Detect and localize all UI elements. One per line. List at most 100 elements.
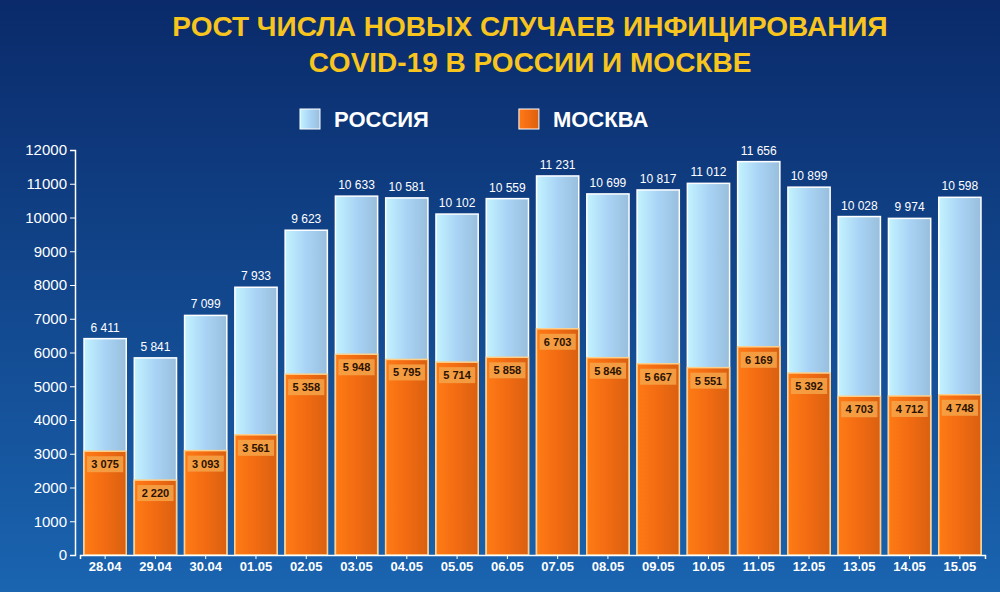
data-label: 3 075 xyxy=(91,458,119,470)
data-label: 10 598 xyxy=(942,179,979,193)
y-tick-mark xyxy=(70,555,75,556)
y-tick-label: 6000 xyxy=(34,344,67,361)
x-tick: 01.05 xyxy=(240,555,273,574)
bar xyxy=(838,396,880,555)
data-label: 11 012 xyxy=(691,165,727,179)
data-label: 5 358 xyxy=(292,381,320,393)
bar xyxy=(335,354,377,555)
bar xyxy=(738,162,780,555)
x-tick-label: 02.05 xyxy=(290,559,323,574)
chart: РОСТ ЧИСЛА НОВЫХ СЛУЧАЕВ ИНФИЦИРОВАНИЯCO… xyxy=(0,0,1000,592)
data-label-patch xyxy=(690,373,726,389)
data-label: 10 699 xyxy=(590,176,627,190)
y-tick: 12000 xyxy=(25,141,75,158)
data-label: 5 858 xyxy=(494,364,522,376)
x-tick-label: 15.05 xyxy=(944,559,977,574)
data-label: 11 231 xyxy=(540,158,576,172)
x-tick: 14.05 xyxy=(893,555,926,574)
y-tick-label: 0 xyxy=(59,546,67,563)
data-labels: 6 4115 8417 0997 9339 62310 63310 58110 … xyxy=(87,144,979,501)
bar xyxy=(838,217,880,555)
data-label: 4 703 xyxy=(846,403,874,415)
data-label: 10 633 xyxy=(338,178,375,192)
y-tick-label: 1000 xyxy=(34,513,67,530)
data-label: 4 748 xyxy=(946,402,974,414)
y-axis: 0100020003000400050006000700080009000100… xyxy=(25,141,75,563)
x-tick: 12.05 xyxy=(793,555,826,574)
bar xyxy=(486,199,528,555)
data-label: 10 028 xyxy=(841,199,878,213)
y-tick: 8000 xyxy=(34,276,75,293)
y-tick: 2000 xyxy=(34,479,75,496)
data-label: 4 712 xyxy=(896,403,924,415)
background xyxy=(0,0,1000,592)
x-tick: 07.05 xyxy=(541,555,574,574)
legend-item: МОСКВА xyxy=(519,107,649,132)
data-label: 5 795 xyxy=(393,366,421,378)
data-label-patch xyxy=(87,456,123,472)
x-tick: 29.04 xyxy=(139,555,172,574)
bar xyxy=(185,315,227,555)
bar xyxy=(939,197,981,555)
y-tick-label: 7000 xyxy=(34,310,67,327)
data-label-patch xyxy=(439,367,475,383)
bar xyxy=(888,218,930,555)
title: РОСТ ЧИСЛА НОВЫХ СЛУЧАЕВ ИНФИЦИРОВАНИЯCO… xyxy=(172,11,887,78)
data-label: 10 581 xyxy=(388,180,425,194)
data-label-patch xyxy=(188,456,224,472)
y-tick: 4000 xyxy=(34,411,75,428)
bar xyxy=(436,214,478,555)
bar xyxy=(537,176,579,555)
y-tick-label: 12000 xyxy=(25,141,67,158)
y-tick-label: 10000 xyxy=(25,209,67,226)
y-tick-mark xyxy=(70,319,75,320)
x-tick-label: 11.05 xyxy=(743,559,775,574)
data-label-patch xyxy=(489,362,525,378)
x-tick-label: 12.05 xyxy=(793,559,826,574)
legend: РОССИЯМОСКВА xyxy=(300,107,648,132)
y-tick-mark xyxy=(70,218,75,219)
data-label: 7 099 xyxy=(191,297,221,311)
x-tick-label: 09.05 xyxy=(642,559,675,574)
bar xyxy=(185,451,227,555)
x-tick-label: 28.04 xyxy=(89,559,122,574)
y-tick-label: 2000 xyxy=(34,479,67,496)
bar xyxy=(587,194,629,555)
y-tick-label: 4000 xyxy=(34,411,67,428)
data-label: 10 559 xyxy=(489,181,526,195)
x-tick: 09.05 xyxy=(642,555,675,574)
bar xyxy=(637,190,679,555)
bar xyxy=(939,395,981,555)
y-tick-mark xyxy=(70,150,75,151)
y-tick-mark xyxy=(70,353,75,354)
data-label: 6 411 xyxy=(91,321,120,335)
title-line: COVID-19 В РОССИИ И МОСКВЕ xyxy=(309,47,752,78)
data-label: 5 948 xyxy=(343,361,371,373)
bar xyxy=(285,230,327,555)
y-tick: 11000 xyxy=(26,175,75,192)
data-label: 11 656 xyxy=(741,144,777,158)
bar xyxy=(687,183,729,555)
y-tick-mark xyxy=(70,386,75,387)
x-tick-label: 06.05 xyxy=(491,559,524,574)
bars xyxy=(84,162,981,555)
x-tick: 04.05 xyxy=(391,555,424,574)
bar xyxy=(235,287,277,555)
series-bars xyxy=(84,329,981,555)
bar xyxy=(134,480,176,555)
x-tick-label: 05.05 xyxy=(441,559,474,574)
bar xyxy=(788,373,830,555)
data-label-patch xyxy=(841,401,877,417)
bar xyxy=(537,329,579,555)
series-bars xyxy=(84,162,981,555)
data-label: 5 551 xyxy=(695,375,723,387)
bar xyxy=(84,339,126,555)
data-label-patch xyxy=(288,379,324,395)
y-tick: 9000 xyxy=(34,243,75,260)
data-label: 5 841 xyxy=(140,340,170,354)
y-tick: 6000 xyxy=(34,344,75,361)
x-tick: 05.05 xyxy=(441,555,474,574)
x-tick: 08.05 xyxy=(592,555,625,574)
x-tick-label: 29.04 xyxy=(139,559,172,574)
x-axis: 28.0429.0430.0401.0502.0503.0504.0505.05… xyxy=(81,555,986,574)
